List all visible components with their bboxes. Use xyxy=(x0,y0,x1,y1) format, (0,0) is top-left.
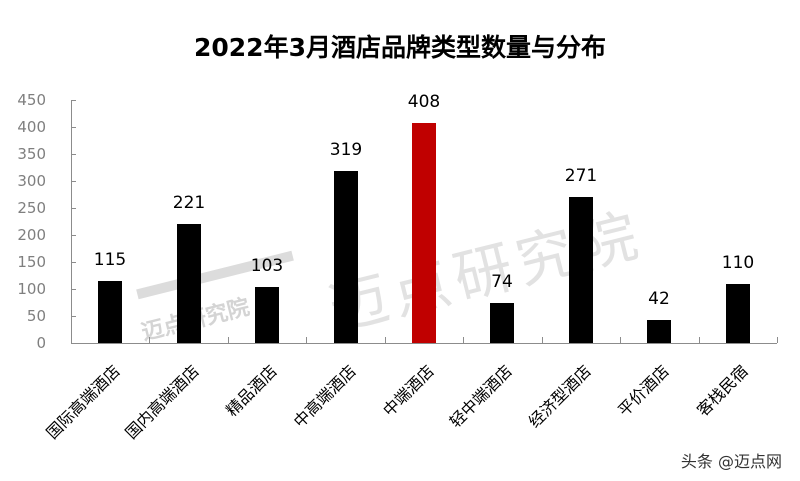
y-tick-label: 0 xyxy=(36,334,46,352)
y-axis xyxy=(71,100,72,343)
y-tick-mark xyxy=(71,316,76,317)
x-category-label: 经济型酒店 xyxy=(524,361,595,432)
x-category-label: 客栈民宿 xyxy=(693,361,752,421)
x-category-label: 中高端酒店 xyxy=(289,361,360,432)
y-tick-label: 100 xyxy=(17,280,46,298)
y-tick-mark xyxy=(71,154,76,155)
y-tick-label: 400 xyxy=(17,118,46,136)
y-tick-mark xyxy=(71,127,76,128)
data-label: 271 xyxy=(564,166,598,186)
data-label: 74 xyxy=(491,272,513,292)
y-tick-mark xyxy=(71,289,76,290)
x-tick-mark xyxy=(228,337,229,343)
x-category-label: 国内高端酒店 xyxy=(121,361,203,443)
x-axis xyxy=(71,343,777,344)
x-tick-mark xyxy=(620,337,621,343)
bar-4 xyxy=(412,123,436,343)
bar-2 xyxy=(255,287,279,343)
chart-title: 2022年3月酒店品牌类型数量与分布 xyxy=(194,33,606,62)
y-tick-mark xyxy=(71,235,76,236)
bar-1 xyxy=(177,224,201,343)
bar-0 xyxy=(98,281,122,343)
x-category-label: 平价酒店 xyxy=(614,361,673,421)
data-label: 221 xyxy=(172,193,206,213)
bar-6 xyxy=(569,197,593,343)
data-label: 110 xyxy=(721,253,755,273)
y-tick-label: 450 xyxy=(17,91,46,109)
y-tick-label: 200 xyxy=(17,226,46,244)
y-tick-mark xyxy=(71,181,76,182)
x-category-label: 轻中端酒店 xyxy=(445,361,516,432)
y-tick-mark xyxy=(71,262,76,263)
data-label: 319 xyxy=(329,140,363,160)
bar-7 xyxy=(647,320,671,343)
x-category-label: 精品酒店 xyxy=(222,361,281,421)
y-tick-mark xyxy=(71,100,76,101)
x-tick-mark xyxy=(306,337,307,343)
bar-5 xyxy=(490,303,514,343)
y-tick-label: 50 xyxy=(26,307,46,325)
y-tick-label: 350 xyxy=(17,145,46,163)
data-label: 115 xyxy=(93,250,127,270)
data-label: 42 xyxy=(648,289,670,309)
x-tick-mark xyxy=(385,337,386,343)
y-tick-label: 300 xyxy=(17,172,46,190)
x-category-label: 中端酒店 xyxy=(379,361,438,421)
x-tick-mark xyxy=(463,337,464,343)
x-tick-mark xyxy=(149,337,150,343)
bar-8 xyxy=(726,284,750,343)
x-category-label: 国际高端酒店 xyxy=(42,361,124,443)
x-tick-mark xyxy=(71,337,72,343)
x-tick-mark xyxy=(542,337,543,343)
y-tick-mark xyxy=(71,208,76,209)
y-tick-label: 250 xyxy=(17,199,46,217)
data-label: 103 xyxy=(250,256,284,276)
bar-3 xyxy=(334,171,358,343)
x-tick-mark xyxy=(699,337,700,343)
x-tick-mark xyxy=(777,337,778,343)
y-tick-label: 150 xyxy=(17,253,46,271)
source-credit: 头条 @迈点网 xyxy=(680,452,782,471)
watermark-large: 迈点研究院 xyxy=(322,200,650,344)
data-label: 408 xyxy=(407,92,441,112)
